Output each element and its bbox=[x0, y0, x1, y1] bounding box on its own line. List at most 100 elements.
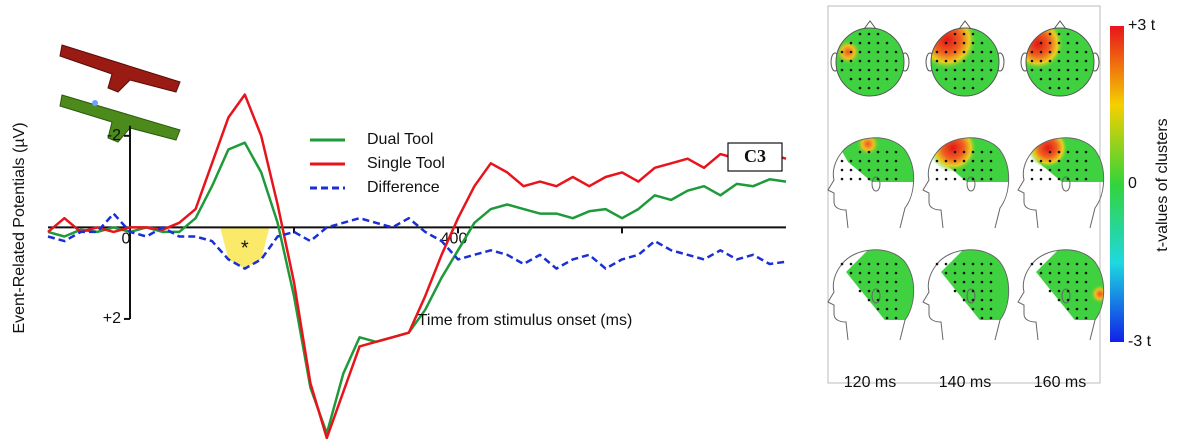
electrode bbox=[1066, 59, 1070, 63]
electrode bbox=[1066, 262, 1070, 266]
electrode bbox=[1066, 50, 1070, 54]
ear bbox=[1061, 176, 1071, 192]
time-label: 120 ms bbox=[844, 374, 896, 391]
electrode bbox=[944, 59, 948, 63]
side-view-head bbox=[1017, 249, 1105, 341]
electrode bbox=[894, 150, 898, 154]
electrode bbox=[867, 159, 871, 163]
electrode bbox=[962, 59, 966, 63]
electrode bbox=[1084, 280, 1088, 284]
scalp-outline bbox=[1025, 27, 1095, 97]
top-view-head bbox=[1020, 20, 1100, 97]
electrode bbox=[1048, 59, 1052, 63]
ear bbox=[1061, 288, 1071, 304]
electrode bbox=[1039, 159, 1043, 163]
electrode bbox=[989, 50, 993, 54]
electrode bbox=[980, 316, 984, 320]
nose bbox=[958, 20, 972, 30]
electrode bbox=[885, 307, 889, 311]
electrode bbox=[1066, 77, 1070, 81]
electrode bbox=[1039, 168, 1043, 172]
electrode bbox=[962, 298, 966, 302]
ear bbox=[871, 176, 881, 192]
electrode bbox=[840, 159, 844, 163]
electrode bbox=[1084, 150, 1088, 154]
electrode bbox=[953, 68, 957, 72]
electrode bbox=[876, 50, 880, 54]
electrode bbox=[935, 159, 939, 163]
electrode bbox=[1048, 289, 1052, 293]
side-region bbox=[1036, 249, 1104, 320]
electrode bbox=[1030, 177, 1034, 181]
electrode bbox=[867, 280, 871, 284]
electrode bbox=[980, 150, 984, 154]
electrode bbox=[1075, 177, 1079, 181]
electrode bbox=[867, 168, 871, 172]
electrode bbox=[980, 41, 984, 45]
electrode bbox=[980, 307, 984, 311]
nose bbox=[1053, 20, 1067, 30]
electrode bbox=[1057, 289, 1061, 293]
electrode bbox=[849, 41, 853, 45]
electrode bbox=[1048, 168, 1052, 172]
topomaps: 120 ms 140 ms 160 ms +3 t 0 -3 t bbox=[827, 17, 1156, 391]
electrode bbox=[1084, 159, 1088, 163]
electrode bbox=[849, 68, 853, 72]
significance-area bbox=[220, 227, 270, 269]
electrode bbox=[1057, 150, 1061, 154]
electrode bbox=[962, 50, 966, 54]
electrode bbox=[980, 177, 984, 181]
electrode bbox=[1048, 86, 1052, 90]
electrode bbox=[867, 86, 871, 90]
electrode bbox=[1084, 289, 1088, 293]
electrode bbox=[953, 59, 957, 63]
head-outline bbox=[827, 137, 915, 229]
electrode bbox=[885, 177, 889, 181]
electrode bbox=[980, 59, 984, 63]
electrode bbox=[1084, 271, 1088, 275]
electrode bbox=[953, 150, 957, 154]
electrode bbox=[1048, 68, 1052, 72]
electrode bbox=[885, 41, 889, 45]
electrode bbox=[876, 262, 880, 266]
y-tick-label: -2 bbox=[107, 127, 121, 144]
electrode bbox=[1066, 68, 1070, 72]
electrode bbox=[1039, 41, 1043, 45]
electrode bbox=[876, 289, 880, 293]
electrode bbox=[1039, 262, 1043, 266]
electrode bbox=[849, 271, 853, 275]
side-map bbox=[1036, 249, 1104, 320]
time-label: 160 ms bbox=[1034, 374, 1086, 391]
y-axis-label: Event-Related Potentials (µV) bbox=[11, 122, 28, 333]
electrode bbox=[885, 68, 889, 72]
electrode bbox=[840, 59, 844, 63]
electrode bbox=[953, 159, 957, 163]
side-view-head bbox=[922, 249, 1010, 341]
electrode bbox=[867, 150, 871, 154]
colorbar-tick-label: 0 bbox=[1128, 175, 1137, 192]
scalp-outline bbox=[835, 27, 905, 97]
electrode bbox=[953, 177, 957, 181]
electrode bbox=[1057, 271, 1061, 275]
time-label: 140 ms bbox=[939, 374, 991, 391]
electrode bbox=[962, 271, 966, 275]
electrode bbox=[1030, 50, 1034, 54]
x-tick-label: 0 bbox=[122, 231, 131, 248]
electrode bbox=[1057, 32, 1061, 36]
electrode bbox=[962, 68, 966, 72]
electrode bbox=[980, 68, 984, 72]
electrode bbox=[953, 86, 957, 90]
electrode bbox=[980, 298, 984, 302]
electrode bbox=[1048, 50, 1052, 54]
line-series bbox=[47, 212, 787, 270]
electrode bbox=[885, 50, 889, 54]
electrode bbox=[858, 271, 862, 275]
electrode bbox=[944, 77, 948, 81]
electrode bbox=[980, 289, 984, 293]
x-axis-label: Time from stimulus onset (ms) bbox=[418, 312, 633, 329]
electrode bbox=[1039, 271, 1043, 275]
electrode bbox=[1075, 307, 1079, 311]
electrode bbox=[1066, 280, 1070, 284]
top-view-head bbox=[830, 20, 910, 97]
